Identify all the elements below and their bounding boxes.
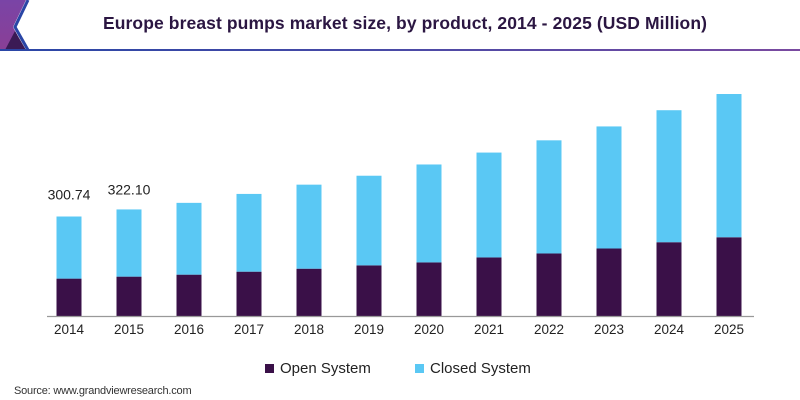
data-labels: 300.74 322.10 — [48, 181, 151, 202]
bar-closed-system-2021 — [476, 152, 502, 258]
bar-closed-system-2020 — [416, 164, 442, 263]
data-label-2015: 322.10 — [108, 181, 151, 197]
bar-closed-system-2019 — [356, 175, 382, 266]
bars-group — [56, 94, 742, 316]
bar-open-system-2018 — [296, 268, 322, 316]
bar-open-system-2019 — [356, 265, 382, 316]
x-tick-label-2015: 2015 — [114, 322, 144, 337]
bar-open-system-2022 — [536, 253, 562, 316]
x-tick-label-2020: 2020 — [414, 322, 444, 337]
x-tick-label-2024: 2024 — [654, 322, 685, 337]
bar-open-system-2021 — [476, 257, 502, 316]
x-tick-label-2018: 2018 — [294, 322, 324, 337]
x-tick-label-2021: 2021 — [474, 322, 504, 337]
legend-item-closed-system: Closed System — [415, 360, 531, 377]
source-note: Source: www.grandviewresearch.com — [14, 385, 192, 397]
bar-open-system-2024 — [656, 242, 682, 316]
header-decoration — [0, 0, 30, 51]
bar-closed-system-2014 — [56, 216, 82, 279]
x-tick-label-2022: 2022 — [534, 322, 564, 337]
x-tick-label-2023: 2023 — [594, 322, 624, 337]
chart-title: Europe breast pumps market size, by prod… — [102, 13, 708, 33]
x-tick-label-2025: 2025 — [714, 322, 744, 337]
bar-open-system-2025 — [716, 237, 742, 316]
x-tick-label-2014: 2014 — [54, 322, 85, 337]
bar-open-system-2014 — [56, 278, 82, 316]
header-blue-chevron — [13, 0, 30, 51]
x-tick-label-2016: 2016 — [174, 322, 204, 337]
bar-closed-system-2017 — [236, 193, 262, 272]
bar-open-system-2016 — [176, 274, 202, 316]
bar-closed-system-2016 — [176, 202, 202, 275]
bar-open-system-2015 — [116, 276, 142, 316]
bar-closed-system-2023 — [596, 126, 622, 249]
legend-label-closed-system: Closed System — [430, 360, 531, 377]
legend: Open System Closed System — [0, 360, 800, 378]
bar-closed-system-2022 — [536, 140, 562, 254]
bar-closed-system-2024 — [656, 110, 682, 243]
legend-swatch-open-system — [265, 364, 274, 373]
x-tick-label-2017: 2017 — [234, 322, 264, 337]
header-dark-triangle — [5, 31, 26, 50]
data-label-2014: 300.74 — [48, 187, 91, 203]
header-divider — [0, 49, 800, 51]
header-purple-shape — [0, 0, 26, 50]
bar-closed-system-2025 — [716, 94, 742, 238]
legend-label-open-system: Open System — [280, 360, 371, 377]
bar-open-system-2017 — [236, 271, 262, 316]
bar-closed-system-2015 — [116, 209, 142, 277]
bar-open-system-2023 — [596, 248, 622, 316]
bar-closed-system-2018 — [296, 184, 322, 269]
legend-item-open-system: Open System — [265, 360, 371, 377]
legend-swatch-closed-system — [415, 364, 424, 373]
x-tick-labels: 2014 2015 2016 2017 2018 2019 2020 2021 2022 2023… — [54, 322, 744, 337]
x-tick-label-2019: 2019 — [354, 322, 384, 337]
bar-open-system-2020 — [416, 262, 442, 316]
